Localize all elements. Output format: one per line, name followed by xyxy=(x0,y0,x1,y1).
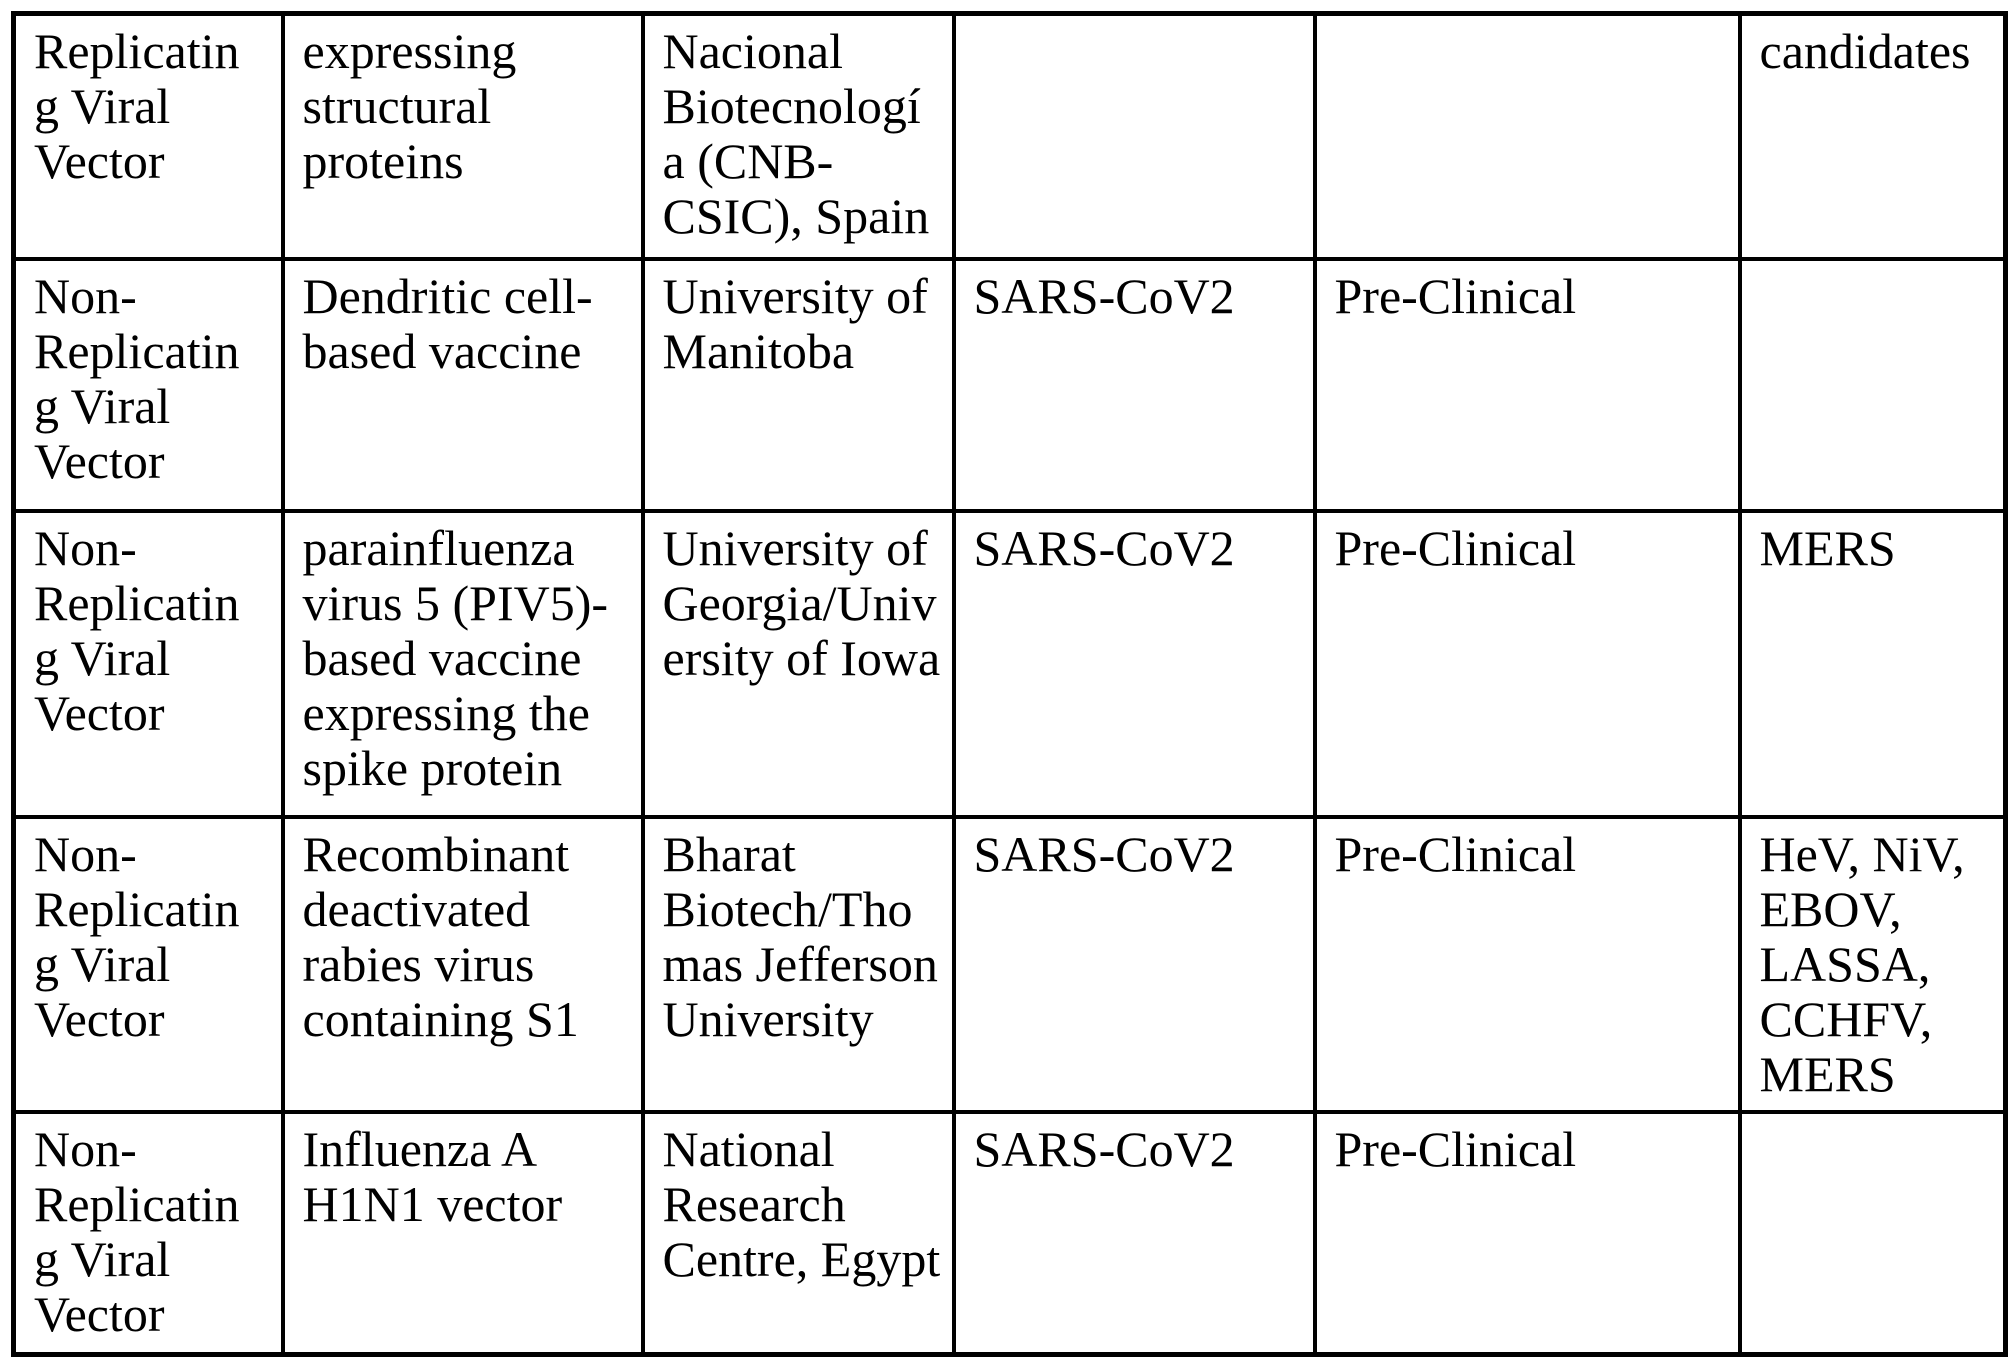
cell-vaccine-platform: Non- Replicatin g Viral Vector xyxy=(11,256,285,513)
table-row: Non- Replicatin g Viral Vector Influenza… xyxy=(11,1109,2008,1357)
cell-related xyxy=(1737,1109,2008,1357)
cell-stage: Pre-Clinical xyxy=(1312,508,1742,819)
cell-vaccine-description: Recombinant deactivated rabies virus con… xyxy=(280,814,645,1114)
cell-target: SARS-CoV2 xyxy=(951,508,1317,819)
cell-vaccine-description: expressing structural proteins xyxy=(280,11,645,261)
cell-related: HeV, NiV, EBOV, LASSA, CCHFV, MERS xyxy=(1737,814,2008,1114)
cell-vaccine-description: Influenza A H1N1 vector xyxy=(280,1109,645,1357)
cell-target: SARS-CoV2 xyxy=(951,1109,1317,1357)
table-row: Replicatin g Viral Vector expressing str… xyxy=(11,11,2008,261)
cell-target xyxy=(951,11,1317,261)
cell-vaccine-platform: Replicatin g Viral Vector xyxy=(11,11,285,261)
cell-stage: Pre-Clinical xyxy=(1312,814,1742,1114)
cell-related xyxy=(1737,256,2008,513)
cell-related: candidates xyxy=(1737,11,2008,261)
cell-vaccine-platform: Non- Replicatin g Viral Vector xyxy=(11,508,285,819)
cell-vaccine-description: Dendritic cell- based vaccine xyxy=(280,256,645,513)
cell-target: SARS-CoV2 xyxy=(951,814,1317,1114)
document-page: Replicatin g Viral Vector expressing str… xyxy=(0,11,2014,1362)
cell-stage: Pre-Clinical xyxy=(1312,1109,1742,1357)
cell-stage: Pre-Clinical xyxy=(1312,256,1742,513)
table-row: Non- Replicatin g Viral Vector Recombina… xyxy=(11,814,2008,1114)
cell-vaccine-platform: Non- Replicatin g Viral Vector xyxy=(11,1109,285,1357)
cell-target: SARS-CoV2 xyxy=(951,256,1317,513)
cell-developer: University of Georgia/Univ ersity of Iow… xyxy=(640,508,956,819)
cell-developer: National Research Centre, Egypt xyxy=(640,1109,956,1357)
cell-stage xyxy=(1312,11,1742,261)
vaccine-candidates-table: Replicatin g Viral Vector expressing str… xyxy=(11,11,2008,1357)
cell-developer: University of Manitoba xyxy=(640,256,956,513)
cell-related: MERS xyxy=(1737,508,2008,819)
cell-developer: Nacional Biotecnologí a (CNB- CSIC), Spa… xyxy=(640,11,956,261)
cell-vaccine-platform: Non- Replicatin g Viral Vector xyxy=(11,814,285,1114)
table-row: Non- Replicatin g Viral Vector Dendritic… xyxy=(11,256,2008,513)
cell-vaccine-description: parainfluenza virus 5 (PIV5)- based vacc… xyxy=(280,508,645,819)
cell-developer: Bharat Biotech/Tho mas Jefferson Univers… xyxy=(640,814,956,1114)
table-row: Non- Replicatin g Viral Vector parainflu… xyxy=(11,508,2008,819)
